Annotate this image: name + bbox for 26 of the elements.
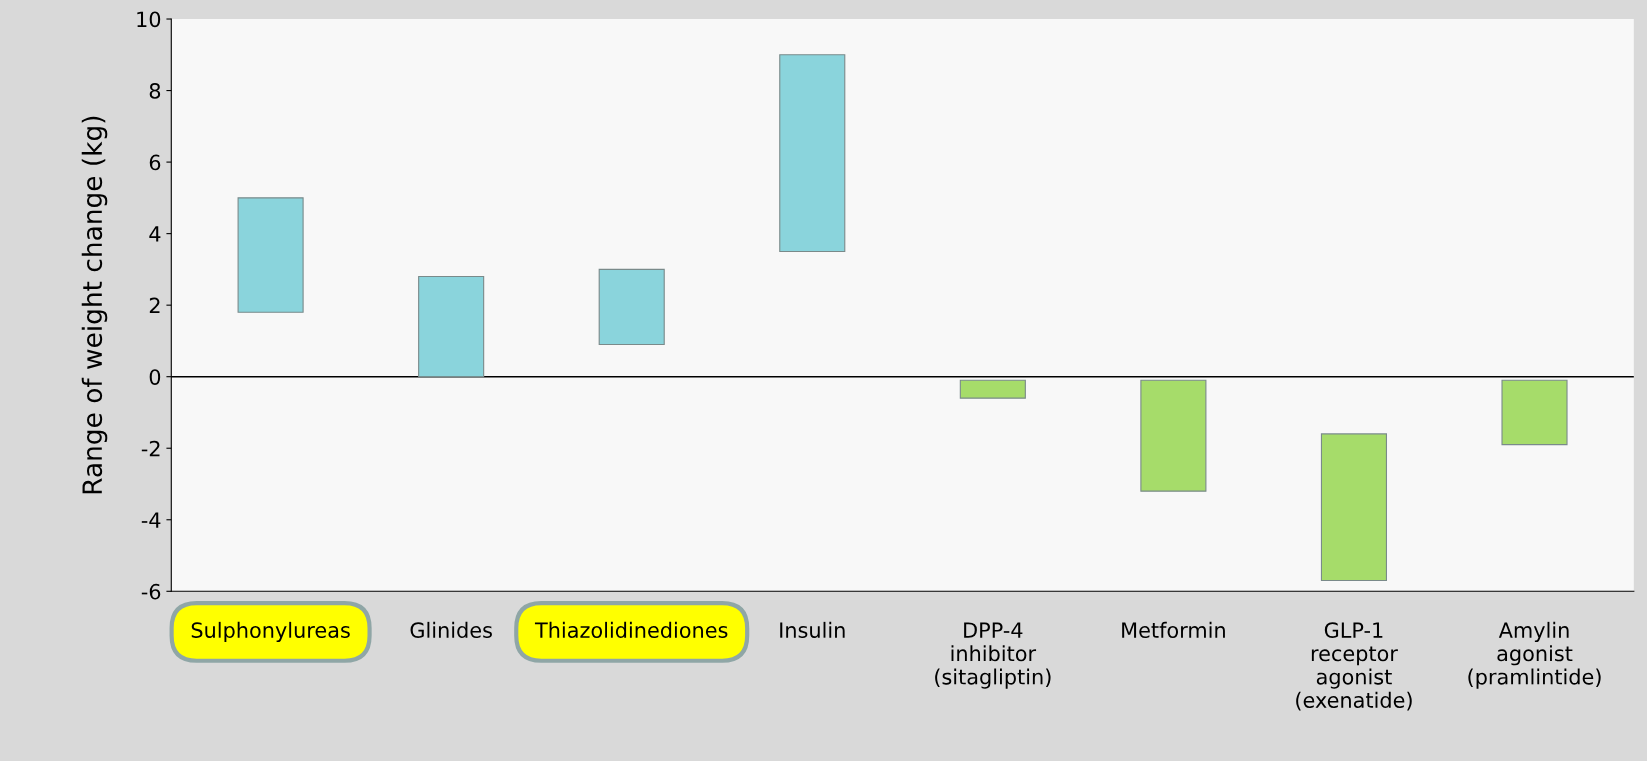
bar <box>418 275 485 378</box>
bar <box>1140 379 1207 492</box>
x-tick-label: Amylin agonist (pramlintide) <box>1468 621 1601 689</box>
x-tick-label: Thiazolidinediones <box>534 621 728 638</box>
y-axis-title: Range of weight change (kg) <box>81 116 108 494</box>
y-tick-label: 0 <box>149 369 161 385</box>
bar <box>1320 433 1388 582</box>
y-tick-label: 2 <box>149 297 160 314</box>
x-tick-label: GLP-1 receptor agonist (exenatide) <box>1296 622 1412 711</box>
bar <box>779 54 846 253</box>
y-tick-label: 10 <box>137 11 161 28</box>
y-tick-label: -6 <box>141 583 161 600</box>
y-tick-label: -4 <box>141 512 161 528</box>
bar <box>598 268 665 346</box>
bar <box>1501 379 1568 446</box>
y-tick-label: 6 <box>149 154 161 171</box>
bar <box>237 197 304 313</box>
x-tick-label: Insulin <box>780 621 845 638</box>
y-tick-label: -2 <box>141 440 160 457</box>
y-tick-label: 8 <box>149 83 161 99</box>
x-tick-label: Glinides <box>410 621 492 638</box>
x-tick-label: DPP-4 inhibitor (sitagliptin) <box>935 622 1051 689</box>
x-tick-label: Metformin <box>1122 621 1225 638</box>
bar <box>959 379 1026 399</box>
y-tick-label: 4 <box>149 226 161 242</box>
x-tick-label: Sulphonylureas <box>191 621 350 643</box>
